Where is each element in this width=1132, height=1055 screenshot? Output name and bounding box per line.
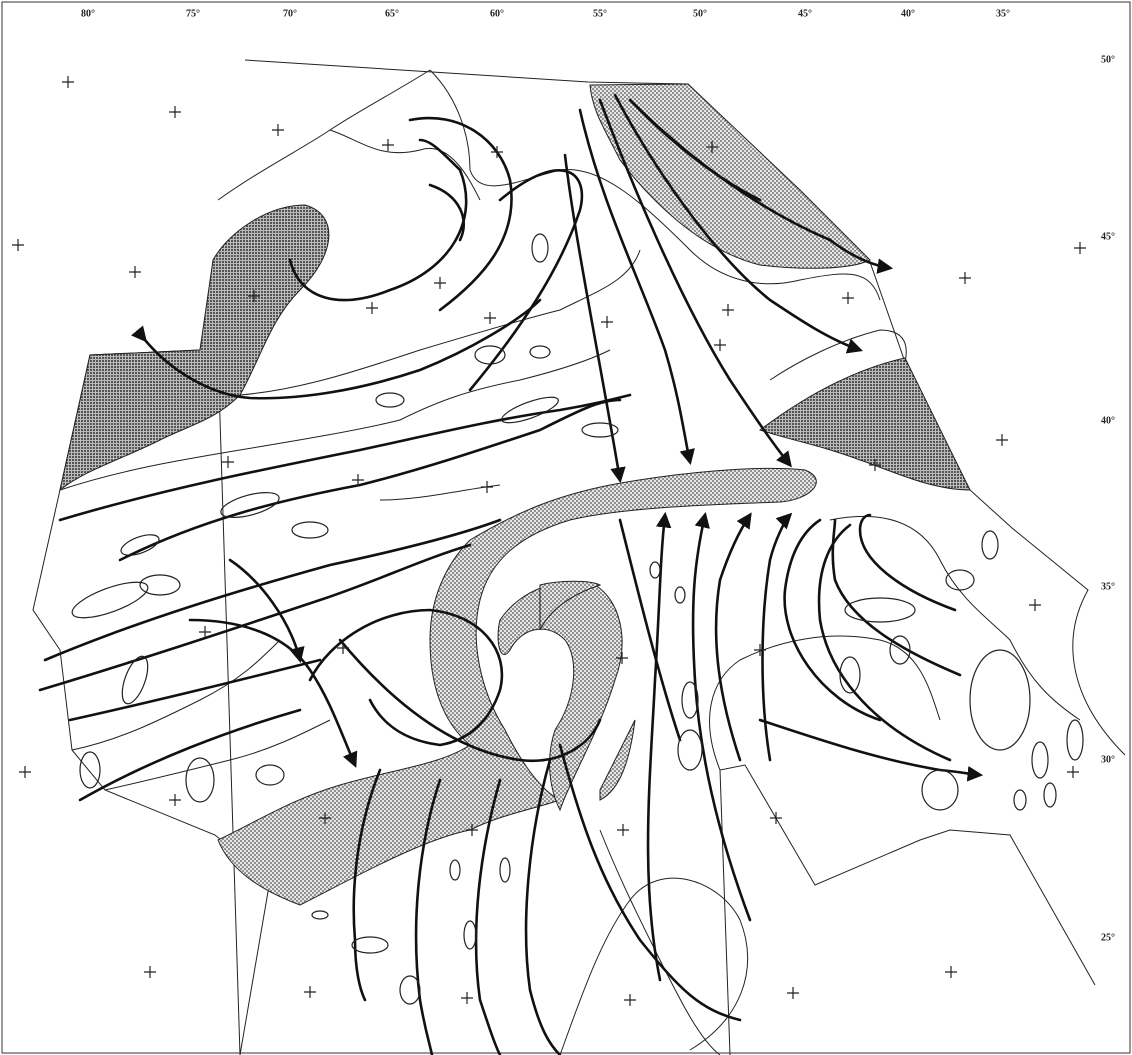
latitude-label: 50° [1101,54,1115,65]
grid-cross [842,292,854,304]
latitude-label: 35° [1101,581,1115,592]
longitude-label: 65° [385,8,399,19]
grid-cross [144,966,156,978]
grid-cross [945,966,957,978]
grid-cross [382,139,394,151]
grid-cross [1067,766,1079,778]
longitude-label: 70° [283,8,297,19]
latitude-label: 40° [1101,415,1115,426]
longitude-label: 55° [593,8,607,19]
grid-cross [754,644,766,656]
grid-cross [601,316,613,328]
grid-cross [434,277,446,289]
grid-cross [1029,599,1041,611]
longitude-label: 80° [81,8,95,19]
grid-cross [304,986,316,998]
grid-cross [461,992,473,1004]
grid-cross [714,339,726,351]
grid-cross [722,304,734,316]
longitude-label: 35° [996,8,1010,19]
grid-cross [624,994,636,1006]
latitude-label: 25° [1101,932,1115,943]
grid-cross [19,766,31,778]
grid-cross [996,434,1008,446]
grid-cross [1074,242,1086,254]
grid-cross [12,239,24,251]
longitude-label: 45° [798,8,812,19]
grid-cross [62,76,74,88]
grid-cross [481,481,493,493]
longitude-label: 60° [490,8,504,19]
shaded-regions [60,84,970,905]
grid-cross [169,794,181,806]
grid-cross [770,812,782,824]
grid-cross [787,987,799,999]
grid-cross [617,824,629,836]
map: 80° 75° 70° 65° 60° 55° 50° 45° 40° 35° 50° 45° 40° 3… [0,0,1132,1055]
grid-crosses [12,76,1086,1006]
longitude-label: 40° [901,8,915,19]
contour-lines [60,70,1080,1055]
grid-cross [484,312,496,324]
grid-cross [169,106,181,118]
grid-cross [129,266,141,278]
grid-cross [222,456,234,468]
grid-cross [366,302,378,314]
latitude-label: 30° [1101,754,1115,765]
latitude-label: 45° [1101,231,1115,242]
grid-cross [959,272,971,284]
grid-cross [272,124,284,136]
longitude-label: 50° [693,8,707,19]
longitude-label: 75° [186,8,200,19]
